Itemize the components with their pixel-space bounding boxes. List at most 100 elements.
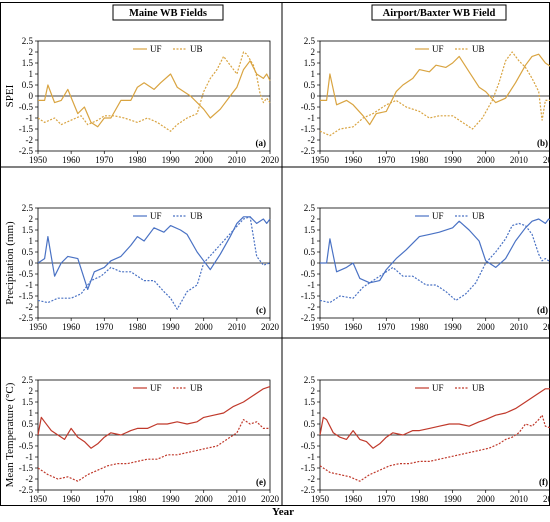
y-tick-label: 0: [29, 430, 34, 440]
y-tick-label: 0: [311, 91, 316, 101]
y-tick-label: 0.5: [22, 80, 34, 90]
x-tick-label: 1980: [128, 494, 147, 504]
y-tick-label: 2: [29, 47, 34, 57]
y-tick-label: -1.5: [19, 463, 34, 473]
x-tick-label: 2010: [228, 155, 247, 165]
y-tick-label: 0: [311, 430, 316, 440]
x-tick-label: 1970: [377, 494, 396, 504]
x-tick-label: 1970: [95, 322, 114, 332]
x-tick-label: 1950: [29, 322, 48, 332]
series-line-ub: [319, 222, 550, 304]
legend-label: UF: [432, 44, 444, 54]
y-tick-label: -0.5: [19, 102, 34, 112]
column-title: Airport/Baxter WB Field: [383, 8, 496, 19]
column-headers: Maine WB Fields Airport/Baxter WB Field: [112, 4, 507, 21]
y-tick-label: 1: [311, 236, 316, 246]
y-tick-label: -2.5: [19, 146, 34, 156]
x-tick-label: 1980: [410, 494, 429, 504]
x-tick-label: 2020: [543, 494, 550, 504]
row-ylabel: Precipitation (mm): [4, 221, 16, 305]
y-tick-label: 0.5: [22, 247, 34, 257]
x-tick-label: 1990: [444, 494, 463, 504]
panel-label: (d): [537, 305, 548, 315]
x-tick-label: 1960: [344, 322, 363, 332]
x-tick-label: 1990: [162, 155, 181, 165]
series-line-uf: [38, 60, 271, 128]
y-tick-label: -1: [26, 452, 34, 462]
y-tick-label: 2.5: [22, 36, 34, 46]
x-tick-label: 1970: [95, 494, 114, 504]
legend-label: UF: [150, 383, 162, 393]
y-tick-label: 2: [311, 386, 316, 396]
series-line-uf: [37, 216, 271, 290]
y-tick-label: 1.5: [22, 225, 34, 235]
x-tick-label: 1960: [62, 494, 81, 504]
series-line-ub: [319, 51, 550, 137]
y-tick-label: 2.5: [304, 36, 316, 46]
x-tick-label: 1950: [29, 155, 48, 165]
y-tick-label: -1: [26, 280, 34, 290]
panel-label: (f): [539, 477, 548, 487]
column-title-box: [112, 4, 224, 21]
y-tick-label: 2.5: [304, 203, 316, 213]
y-tick-label: 0.5: [22, 419, 34, 429]
x-axis-label: Year: [272, 506, 294, 518]
y-tick-label: -0.5: [19, 441, 34, 451]
legend-label: UF: [150, 211, 162, 221]
y-tick-label: 2.5: [22, 375, 34, 385]
x-tick-label: 1950: [29, 494, 48, 504]
x-tick-label: 1960: [62, 155, 81, 165]
y-tick-label: 0: [311, 258, 316, 268]
legend-label: UB: [190, 211, 203, 221]
x-tick-label: 1990: [162, 322, 181, 332]
y-tick-label: 0.5: [304, 247, 316, 257]
y-tick-label: 1: [29, 69, 34, 79]
panel-label: (a): [256, 138, 267, 148]
x-tick-label: 1950: [311, 322, 330, 332]
y-tick-label: 0: [29, 91, 34, 101]
panel-label: (e): [256, 477, 266, 487]
legend-label: UF: [150, 44, 162, 54]
y-tick-label: 1.5: [22, 397, 34, 407]
x-tick-label: 1980: [410, 155, 429, 165]
y-tick-label: 1.5: [304, 397, 316, 407]
x-tick-label: 1960: [62, 322, 81, 332]
y-tick-label: -2.5: [301, 485, 316, 495]
y-tick-label: -2: [308, 474, 316, 484]
y-tick-label: 2: [311, 214, 316, 224]
x-tick-label: 2020: [261, 155, 280, 165]
y-tick-label: 1: [29, 236, 34, 246]
legend-label: UB: [190, 44, 203, 54]
y-tick-label: -2: [26, 135, 34, 145]
x-tick-label: 2020: [261, 322, 280, 332]
y-tick-label: -1: [308, 452, 316, 462]
outer-border: [0, 2, 550, 506]
y-tick-label: 2: [29, 386, 34, 396]
y-tick-label: -2.5: [19, 485, 34, 495]
y-tick-label: -1: [308, 280, 316, 290]
y-tick-label: -1.5: [301, 463, 316, 473]
row-ylabel: SPEI: [4, 84, 16, 107]
column-title-box: [371, 4, 507, 21]
legend-label: UB: [472, 211, 485, 221]
series-line-ub: [319, 414, 550, 482]
x-tick-label: 1950: [311, 494, 330, 504]
row-ylabel: Mean Temperature (°C): [4, 382, 16, 487]
panel-label: (c): [256, 305, 266, 315]
legend-label: UB: [472, 383, 485, 393]
x-tick-label: 2000: [195, 155, 214, 165]
legend-label: UB: [472, 44, 485, 54]
y-tick-label: 2.5: [22, 203, 34, 213]
y-tick-label: 0.5: [304, 80, 316, 90]
y-tick-label: -2: [26, 302, 34, 312]
x-tick-label: 2010: [228, 494, 247, 504]
x-tick-label: 1970: [377, 155, 396, 165]
x-tick-label: 1980: [128, 322, 147, 332]
y-tick-label: -0.5: [301, 441, 316, 451]
x-tick-label: 1970: [377, 322, 396, 332]
